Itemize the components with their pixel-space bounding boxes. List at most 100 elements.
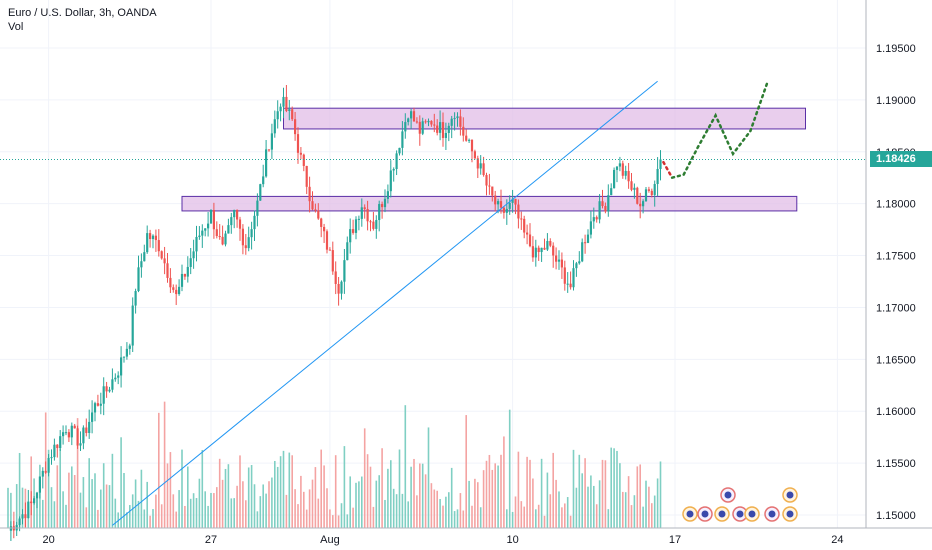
candle-body: [117, 375, 120, 378]
volume-bar: [482, 470, 485, 528]
time-axis[interactable]: 20 27 Aug 10 17 24: [42, 534, 843, 546]
volume-bar: [100, 489, 102, 528]
candle-body: [160, 251, 163, 259]
candle-body: [140, 261, 143, 268]
candle-body: [305, 165, 308, 187]
volume-bar: [468, 480, 470, 528]
volume-bar: [392, 488, 395, 528]
volume-bar: [593, 485, 595, 528]
candle-body: [543, 247, 546, 250]
candle-body: [642, 201, 645, 207]
candle-body: [247, 237, 250, 249]
volume-bar: [651, 503, 653, 528]
volume-bar: [71, 466, 73, 528]
volume-bar: [497, 465, 499, 528]
volume-bar: [279, 456, 282, 528]
volume-bar: [253, 484, 256, 528]
candle-body: [93, 403, 97, 413]
candle-body: [633, 187, 636, 190]
candle-body: [552, 245, 555, 256]
economic-events[interactable]: [682, 487, 798, 522]
volume-bar: [274, 460, 276, 528]
volume-bar: [88, 458, 90, 528]
volume-bar: [656, 478, 659, 528]
volume-bar: [477, 482, 479, 528]
volume-bar: [305, 509, 308, 528]
volume-bar: [555, 479, 557, 528]
volume-bar: [140, 469, 143, 528]
candle-body: [598, 201, 601, 220]
price-tick-label: 1.16500: [876, 354, 916, 366]
volume-bar: [535, 509, 537, 528]
volume-bar: [430, 483, 433, 528]
candle-body: [96, 403, 99, 406]
volume-bar: [134, 479, 137, 528]
candle-body: [67, 432, 70, 438]
volume-bar: [404, 405, 407, 528]
candle-body: [282, 96, 285, 107]
volume-bar: [375, 480, 378, 528]
event-flag-dot: [736, 510, 744, 518]
volume-bar: [619, 463, 621, 528]
candle-body: [444, 133, 447, 138]
candle-body: [221, 236, 224, 245]
candle-body: [566, 283, 569, 285]
candle-body: [198, 235, 201, 237]
volume-bar: [82, 477, 85, 528]
price-tick-label: 1.17500: [876, 251, 916, 263]
volume-bar: [413, 458, 415, 528]
candle-body: [122, 356, 126, 358]
candle-body: [644, 189, 648, 202]
candle-body: [349, 229, 352, 243]
volume-bar: [410, 466, 412, 528]
symbol-title[interactable]: Euro / U.S. Dollar, 3h, OANDA: [8, 7, 157, 19]
volume-bar: [291, 455, 293, 528]
volume-bar: [239, 455, 241, 528]
candle-body: [201, 230, 204, 236]
candle-body: [381, 204, 384, 208]
candle-body: [111, 379, 114, 390]
volume-bar: [624, 492, 627, 528]
price-tick-label: 1.16000: [876, 406, 916, 418]
candle-body: [91, 412, 94, 422]
candle-body: [546, 241, 549, 250]
candle-body: [534, 247, 537, 258]
volume-indicator-label[interactable]: Vol: [8, 21, 24, 33]
projection-green: [670, 79, 770, 179]
candle-body: [392, 169, 395, 171]
volume-bar: [53, 501, 56, 528]
trendline[interactable]: [112, 80, 658, 526]
candle-body: [441, 122, 445, 138]
volume-bar: [642, 506, 644, 528]
ascending-trendline: [112, 80, 658, 526]
candle-body: [485, 175, 488, 186]
volume-bar: [363, 428, 366, 528]
candle-body: [450, 118, 453, 126]
candle-body: [488, 185, 491, 187]
candle-body: [456, 116, 459, 119]
volume-bar: [213, 493, 215, 528]
candle-body: [137, 267, 140, 292]
candle-body: [238, 219, 242, 229]
candle-body: [578, 261, 581, 264]
candle-body: [592, 217, 595, 222]
volume-bar: [494, 463, 496, 528]
price-tick-label: 1.19500: [876, 43, 916, 55]
volume-bar: [300, 475, 302, 528]
candle-body: [41, 470, 44, 477]
candle-body: [354, 219, 358, 233]
volume-bar: [387, 468, 389, 528]
candle-body: [172, 287, 175, 290]
candle-body: [256, 200, 259, 216]
volume-bar: [633, 495, 636, 528]
volume-bar: [76, 418, 79, 528]
candle-body: [27, 501, 30, 519]
candle-body: [383, 198, 387, 208]
candle-body: [340, 281, 343, 294]
volume-bar: [601, 459, 604, 528]
volume-bar: [491, 469, 494, 528]
volume-bar: [465, 415, 467, 528]
volume-bar: [169, 452, 172, 528]
candle-body: [615, 166, 619, 170]
